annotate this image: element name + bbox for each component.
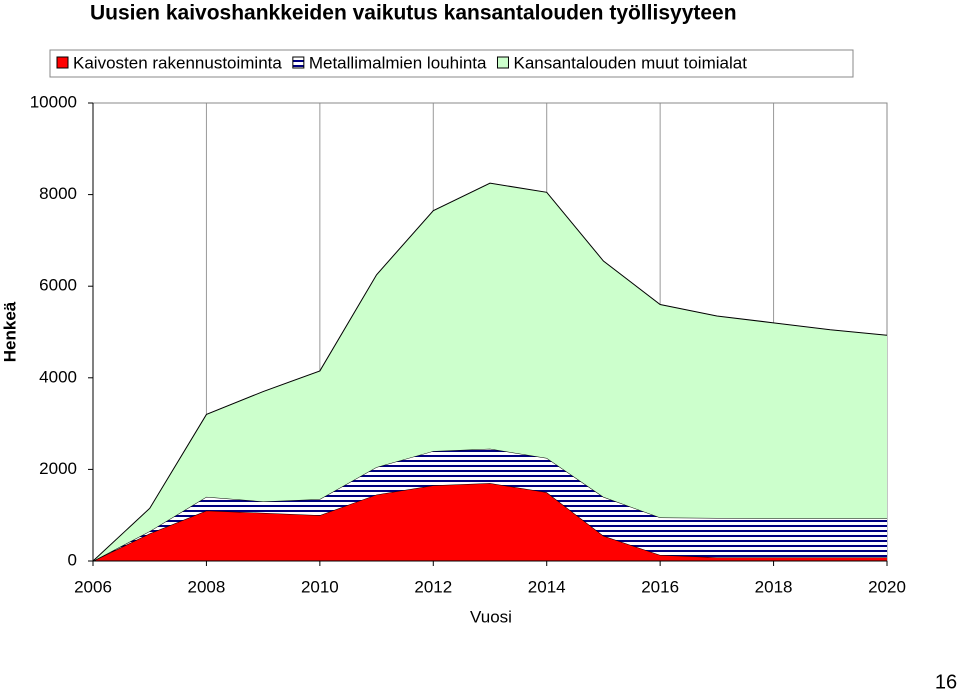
legend-label: Kaivosten rakennustoiminta — [73, 53, 282, 72]
legend-swatch — [292, 56, 305, 69]
legend-box — [49, 49, 854, 78]
area-line — [92, 182, 888, 562]
area — [93, 183, 887, 561]
x-tick-label: 2008 — [188, 577, 226, 596]
page-number: 16 — [935, 671, 957, 692]
y-tick-label: 2000 — [39, 459, 77, 478]
legend-label: Metallimalmien louhinta — [309, 53, 487, 72]
y-axis-label: Henkeä — [0, 301, 19, 362]
x-tick-label: 2014 — [528, 577, 566, 596]
y-tick-label: 0 — [68, 550, 77, 569]
legend-swatch — [496, 56, 509, 69]
x-tick-label: 2018 — [755, 577, 793, 596]
x-tick-label: 2006 — [74, 577, 112, 596]
x-tick-label: 2012 — [414, 577, 452, 596]
y-tick-label: 6000 — [39, 276, 77, 295]
y-tick-label: 8000 — [39, 184, 77, 203]
y-tick-label: 4000 — [39, 367, 77, 386]
legend-label: Kansantalouden muut toimialat — [513, 53, 747, 72]
x-tick-label: 2020 — [868, 577, 906, 596]
area — [93, 483, 887, 561]
chart-title: Uusien kaivoshankkeiden vaikutus kansant… — [90, 2, 737, 25]
legend-swatch — [56, 56, 69, 69]
x-tick-label: 2016 — [641, 577, 679, 596]
x-axis-label: Vuosi — [470, 607, 512, 626]
x-tick-label: 2010 — [301, 577, 339, 596]
y-tick-label: 10000 — [30, 92, 77, 111]
area — [93, 448, 887, 561]
